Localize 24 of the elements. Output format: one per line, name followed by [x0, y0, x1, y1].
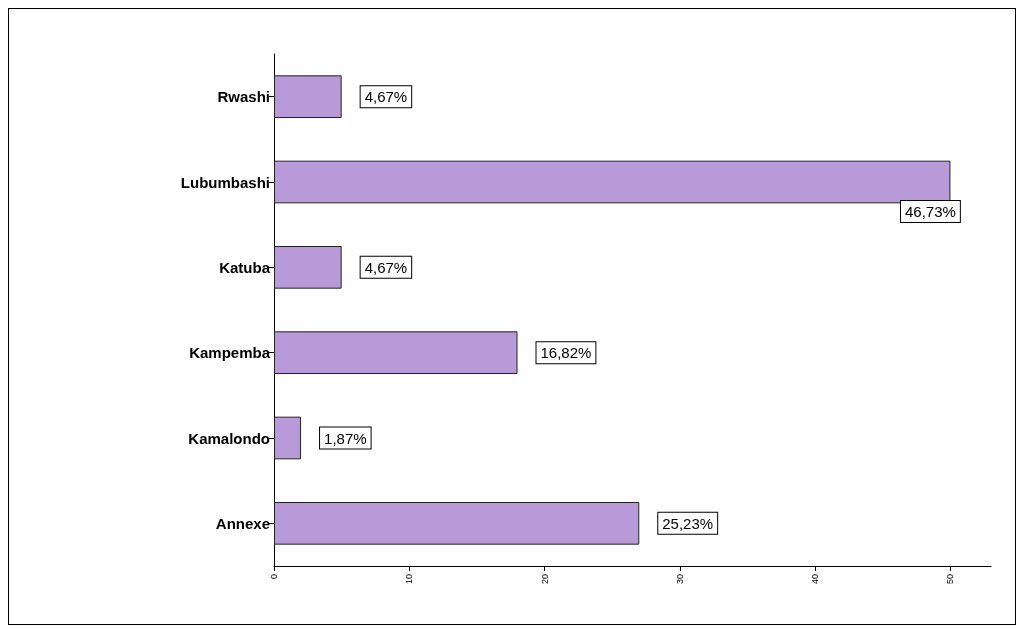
bar [274, 502, 640, 545]
y-tick-label: Katuba [219, 258, 271, 276]
x-tick-label: 40 [810, 574, 821, 585]
bar [274, 416, 302, 460]
y-tick-label: Annexe [215, 514, 270, 532]
annotation: 46,73% [904, 203, 956, 220]
y-tick-label: Rwashi [217, 88, 270, 106]
annotation: 25,23% [662, 514, 714, 532]
x-tick-label: 10 [404, 574, 415, 585]
annotation: 4,67% [364, 258, 408, 276]
annotation: 1,87% [324, 429, 367, 447]
y-tick-label: Lubumbashi [180, 173, 270, 191]
x-tick-label: 50 [945, 574, 956, 585]
annotation: 16,82% [540, 344, 592, 362]
x-tick-label: 30 [674, 574, 685, 585]
bar [274, 75, 342, 118]
bar [274, 246, 342, 289]
annotation: 4,67% [364, 88, 408, 106]
y-tick-label: Kamalondo [188, 429, 270, 447]
x-tick-label: 0 [269, 574, 279, 580]
y-tick-label: Kampemba [189, 344, 271, 362]
bar [274, 331, 518, 374]
x-tick-label: 20 [539, 574, 550, 585]
bar [274, 160, 951, 204]
